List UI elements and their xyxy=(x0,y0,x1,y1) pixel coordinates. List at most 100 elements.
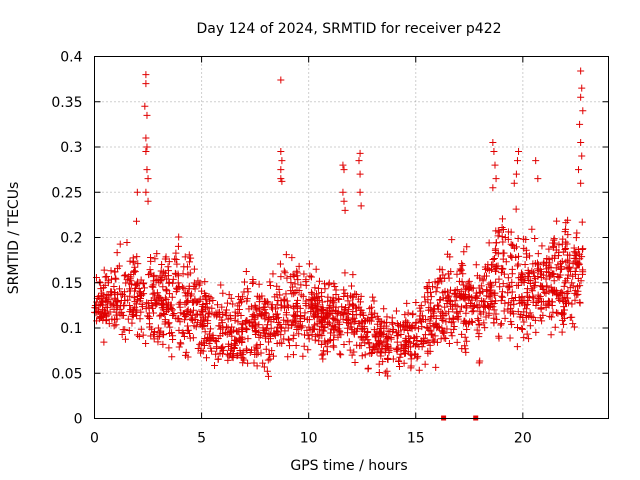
data-point xyxy=(525,335,533,343)
data-point xyxy=(360,325,368,333)
data-point xyxy=(172,255,180,263)
data-point xyxy=(365,339,373,347)
data-point xyxy=(558,257,566,265)
data-point xyxy=(445,274,453,282)
data-point xyxy=(111,316,119,324)
data-point xyxy=(577,93,585,101)
x-tick-label: 15 xyxy=(407,431,425,447)
data-point xyxy=(310,312,318,320)
data-point xyxy=(520,235,528,243)
data-point xyxy=(459,261,467,269)
data-point xyxy=(462,348,470,356)
data-point xyxy=(277,166,285,174)
data-point xyxy=(216,313,224,321)
y-tick-label: 0.35 xyxy=(51,95,82,111)
data-point xyxy=(397,350,405,358)
data-point xyxy=(451,290,459,298)
data-point xyxy=(266,282,274,290)
data-point xyxy=(306,272,314,280)
data-point xyxy=(384,334,392,342)
data-point xyxy=(458,260,466,268)
data-point xyxy=(491,289,499,297)
data-point xyxy=(571,296,579,304)
data-point xyxy=(436,295,444,303)
data-point xyxy=(573,291,581,299)
data-point xyxy=(424,289,432,297)
data-point xyxy=(217,281,225,289)
data-point xyxy=(561,245,569,253)
data-point xyxy=(497,320,505,328)
data-point xyxy=(444,250,452,258)
data-point xyxy=(190,322,198,330)
data-point xyxy=(542,289,550,297)
data-point xyxy=(137,308,145,316)
data-point xyxy=(95,278,103,286)
data-point xyxy=(402,349,410,357)
data-point xyxy=(476,357,484,365)
data-point xyxy=(289,335,297,343)
data-point xyxy=(291,312,299,320)
y-tick-label: 0.3 xyxy=(60,140,82,156)
data-point xyxy=(325,281,333,289)
data-point xyxy=(498,224,506,232)
data-point xyxy=(253,344,261,352)
data-point xyxy=(356,170,364,178)
data-point xyxy=(165,290,173,298)
data-point xyxy=(146,266,154,274)
data-point xyxy=(539,283,547,291)
data-point xyxy=(513,262,521,270)
data-point xyxy=(277,304,285,312)
data-point xyxy=(522,301,530,309)
x-tick-labels: 0 5 10 15 20 xyxy=(90,431,532,447)
data-point xyxy=(299,352,307,360)
data-point xyxy=(425,338,433,346)
data-point xyxy=(480,319,488,327)
data-point xyxy=(140,284,148,292)
data-point xyxy=(99,316,107,324)
data-point xyxy=(175,233,183,241)
data-point xyxy=(535,261,543,269)
data-point xyxy=(259,359,267,367)
data-point xyxy=(206,325,214,333)
data-point xyxy=(499,280,507,288)
data-point xyxy=(252,343,260,351)
data-point xyxy=(229,300,237,308)
data-point xyxy=(482,272,490,280)
data-point xyxy=(439,309,447,317)
data-point xyxy=(540,288,548,296)
data-point xyxy=(367,317,375,325)
data-point xyxy=(343,329,351,337)
data-point xyxy=(498,265,506,273)
data-point xyxy=(523,250,531,258)
data-point xyxy=(540,258,548,266)
data-point xyxy=(128,319,136,327)
data-point xyxy=(461,317,469,325)
data-point xyxy=(239,321,247,329)
y-tick-label: 0.2 xyxy=(60,231,82,247)
data-point xyxy=(458,330,466,338)
data-point xyxy=(271,293,279,301)
data-point xyxy=(380,305,388,313)
data-point xyxy=(465,277,473,285)
data-point xyxy=(550,277,558,285)
data-point xyxy=(121,335,129,343)
data-point xyxy=(150,289,158,297)
data-point xyxy=(168,353,176,361)
data-point xyxy=(427,299,435,307)
data-point xyxy=(190,265,198,273)
data-point xyxy=(485,281,493,289)
data-point xyxy=(273,327,281,335)
data-point xyxy=(334,333,342,341)
data-point xyxy=(483,286,491,294)
data-point xyxy=(113,298,121,306)
data-point xyxy=(448,332,456,340)
data-point xyxy=(368,309,376,317)
data-point xyxy=(349,301,357,309)
data-point xyxy=(501,299,509,307)
data-point xyxy=(243,347,251,355)
data-point xyxy=(489,184,497,192)
data-point xyxy=(289,311,297,319)
data-point xyxy=(554,252,562,260)
data-point xyxy=(209,334,217,342)
data-point xyxy=(490,299,498,307)
